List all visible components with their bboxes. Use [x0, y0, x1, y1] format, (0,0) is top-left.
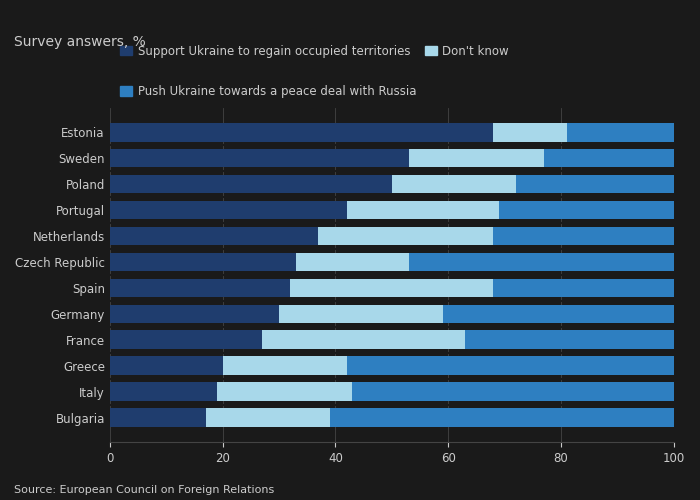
Bar: [110, 278, 290, 297]
Bar: [494, 226, 674, 246]
Bar: [110, 330, 262, 349]
Bar: [499, 200, 674, 220]
Bar: [392, 174, 516, 194]
Bar: [279, 304, 442, 323]
Bar: [110, 174, 392, 194]
Bar: [217, 382, 352, 401]
Bar: [544, 149, 674, 168]
Bar: [290, 278, 494, 297]
Bar: [296, 252, 409, 272]
Bar: [110, 356, 223, 375]
Bar: [110, 149, 409, 168]
Bar: [110, 123, 494, 142]
Bar: [318, 226, 494, 246]
Bar: [516, 174, 674, 194]
Bar: [110, 382, 217, 401]
Bar: [465, 330, 674, 349]
Bar: [110, 252, 296, 272]
Bar: [346, 356, 674, 375]
Bar: [567, 123, 674, 142]
Bar: [442, 304, 674, 323]
Bar: [110, 408, 206, 427]
Bar: [352, 382, 674, 401]
Bar: [409, 252, 674, 272]
Bar: [262, 330, 465, 349]
Bar: [110, 304, 279, 323]
Bar: [206, 408, 330, 427]
Bar: [110, 226, 318, 246]
Bar: [409, 149, 544, 168]
Legend: Push Ukraine towards a peace deal with Russia: Push Ukraine towards a peace deal with R…: [116, 80, 421, 102]
Bar: [110, 200, 346, 220]
Bar: [494, 123, 567, 142]
Bar: [494, 278, 674, 297]
Bar: [346, 200, 499, 220]
Bar: [330, 408, 674, 427]
Text: Source: European Council on Foreign Relations: Source: European Council on Foreign Rela…: [14, 485, 274, 495]
Text: Survey answers, %: Survey answers, %: [14, 35, 146, 49]
Bar: [223, 356, 346, 375]
